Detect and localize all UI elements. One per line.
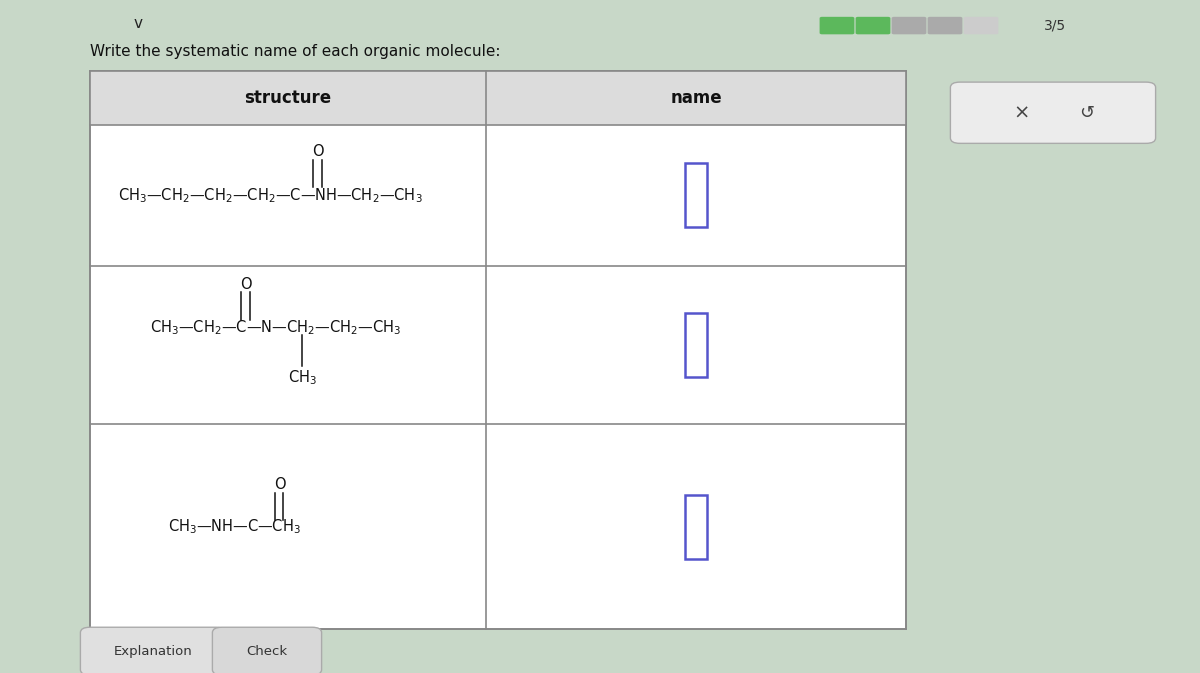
Text: O: O	[240, 277, 252, 292]
Text: CH$_3$—CH$_2$—C—N—CH$_2$—CH$_2$—CH$_3$: CH$_3$—CH$_2$—C—N—CH$_2$—CH$_2$—CH$_3$	[150, 319, 402, 337]
FancyBboxPatch shape	[80, 627, 226, 673]
Text: CH$_3$—CH$_2$—CH$_2$—CH$_2$—C—NH—CH$_2$—CH$_3$: CH$_3$—CH$_2$—CH$_2$—CH$_2$—C—NH—CH$_2$—…	[118, 186, 422, 205]
Bar	[90, 71, 906, 629]
FancyBboxPatch shape	[964, 17, 998, 34]
Bar	[685, 313, 707, 377]
Text: Check: Check	[246, 645, 288, 658]
FancyBboxPatch shape	[212, 627, 322, 673]
Text: v: v	[133, 16, 143, 31]
Text: ×: ×	[1013, 103, 1030, 122]
FancyBboxPatch shape	[856, 17, 890, 34]
Text: 3/5: 3/5	[1044, 19, 1066, 32]
FancyBboxPatch shape	[928, 17, 962, 34]
Text: name: name	[670, 89, 722, 106]
FancyBboxPatch shape	[820, 17, 854, 34]
Text: CH$_3$—NH—C—CH$_3$: CH$_3$—NH—C—CH$_3$	[168, 518, 300, 536]
Text: Explanation: Explanation	[114, 645, 192, 658]
Bar	[90, 71, 906, 125]
FancyBboxPatch shape	[950, 82, 1156, 143]
Text: Write the systematic name of each organic molecule:: Write the systematic name of each organi…	[90, 44, 500, 59]
Text: O: O	[274, 477, 286, 493]
Bar	[685, 164, 707, 227]
Text: CH$_3$: CH$_3$	[288, 368, 317, 386]
Bar	[685, 495, 707, 559]
Text: O: O	[312, 144, 324, 159]
FancyBboxPatch shape	[892, 17, 926, 34]
Text: structure: structure	[245, 89, 331, 106]
Text: ↺: ↺	[1079, 104, 1094, 122]
